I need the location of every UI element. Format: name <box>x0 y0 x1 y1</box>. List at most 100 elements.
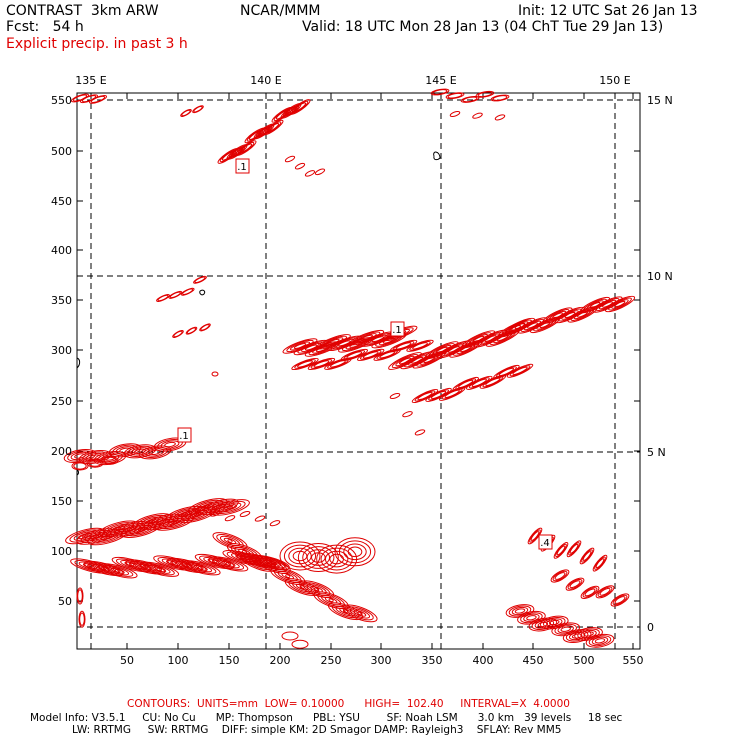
precip-contour <box>101 455 119 465</box>
precip-contour <box>168 290 183 299</box>
lat-label: 5 N <box>647 446 666 459</box>
precip-contour <box>223 537 237 545</box>
precip-contour <box>317 593 345 608</box>
precip-contour <box>346 606 374 621</box>
y-tick-label: 550 <box>51 94 72 107</box>
precip-contour <box>218 502 242 513</box>
precip-contour <box>567 578 583 590</box>
precip-contour <box>565 630 589 642</box>
y-tick-label: 150 <box>51 495 72 508</box>
precip-contour <box>160 520 166 524</box>
precip-contour <box>165 560 181 566</box>
coastline <box>76 469 79 476</box>
precip-contour <box>157 294 169 302</box>
lat-label: 10 N <box>647 270 673 283</box>
x-tick-label: 550 <box>623 654 644 667</box>
contour-label: .1 <box>392 325 402 336</box>
coastlines <box>76 151 441 476</box>
precip-contour <box>428 389 449 401</box>
precip-contour <box>611 299 629 309</box>
precip-contour <box>222 504 238 511</box>
precip-contour <box>579 547 595 565</box>
contour-label: .4 <box>540 538 550 549</box>
coastline <box>433 151 441 161</box>
precip-contour <box>614 300 626 308</box>
precip-contour <box>432 89 448 95</box>
precip-contour <box>180 109 192 117</box>
contour-label: .1 <box>179 431 189 442</box>
precip-contour <box>291 639 309 649</box>
precip-contour <box>126 527 133 532</box>
y-tick-label: 50 <box>58 595 72 608</box>
x-tick-label: 100 <box>168 654 189 667</box>
precip-contour <box>76 587 84 605</box>
precip-contour <box>304 170 316 177</box>
precip-contour <box>389 339 418 352</box>
precip-contour <box>297 360 313 368</box>
precip-contour <box>608 297 632 311</box>
precip-contour <box>568 542 580 556</box>
precip-contour <box>143 563 175 576</box>
precip-contour <box>580 629 597 639</box>
precip-contour <box>527 527 543 545</box>
precip-contour <box>193 564 208 571</box>
precip-contour <box>324 550 349 568</box>
init-time: Init: 12 UTC Sat 26 Jan 13 <box>518 3 698 19</box>
precip-contour <box>414 390 436 402</box>
precip-contour <box>493 364 520 379</box>
precip-contour <box>564 311 576 319</box>
precip-contour <box>554 572 566 580</box>
precip-contour <box>357 611 363 616</box>
precip-contour <box>192 105 204 114</box>
precip-contour <box>86 458 104 468</box>
precip-contour <box>584 588 596 597</box>
x-tick-label: 500 <box>574 654 595 667</box>
precip-contour <box>343 543 367 561</box>
precip-contour <box>324 596 338 604</box>
y-tick-label: 250 <box>51 395 72 408</box>
precip-contour <box>138 564 153 570</box>
precip-contour <box>194 505 206 513</box>
precip-contour <box>149 449 161 456</box>
precip-contour <box>269 520 281 527</box>
precip-contour <box>87 564 93 568</box>
valid-time: Valid: 18 UTC Mon 28 Jan 13 (04 ChT Tue … <box>302 19 664 35</box>
axis-labels: 135 E 140 E 145 E 150 E 15 N 10 N 5 N 0 550 500 45… <box>51 74 673 667</box>
precip-contour <box>73 462 87 470</box>
precip-contour <box>585 633 615 648</box>
precip-contour <box>184 563 190 568</box>
precip-contour <box>289 99 311 115</box>
precip-contour <box>282 338 318 354</box>
precip-contour <box>182 288 194 295</box>
precip-contour <box>297 543 339 573</box>
precip-contour <box>338 540 372 564</box>
precip-contour <box>362 351 379 359</box>
y-tick-label: 350 <box>51 294 72 307</box>
y-tick-label: 400 <box>51 244 72 257</box>
forecast-hour: Fcst: 54 h <box>6 19 84 35</box>
precip-contour <box>216 533 244 549</box>
precip-contour <box>334 537 376 567</box>
precip-contour <box>115 526 122 531</box>
precip-contour <box>279 541 321 571</box>
precip-contour <box>302 582 331 597</box>
precip-contour <box>430 390 447 400</box>
precip-contour <box>340 348 368 361</box>
precip-contour <box>124 561 139 568</box>
precip-contour <box>444 389 460 398</box>
precip-contour <box>565 577 585 591</box>
precip-contour <box>594 638 606 644</box>
precip-contour <box>494 114 506 121</box>
precip-contour <box>193 105 203 113</box>
precip-contour <box>466 375 493 390</box>
precip-contour <box>255 556 291 574</box>
precip-contour <box>549 619 560 626</box>
x-tick-label: 150 <box>219 654 240 667</box>
precip-contour <box>409 340 431 351</box>
precip-contour <box>185 561 217 574</box>
coastline <box>199 289 206 296</box>
precip-contour <box>216 505 222 509</box>
contour-label-box <box>390 321 405 337</box>
precip-contour <box>82 534 88 538</box>
